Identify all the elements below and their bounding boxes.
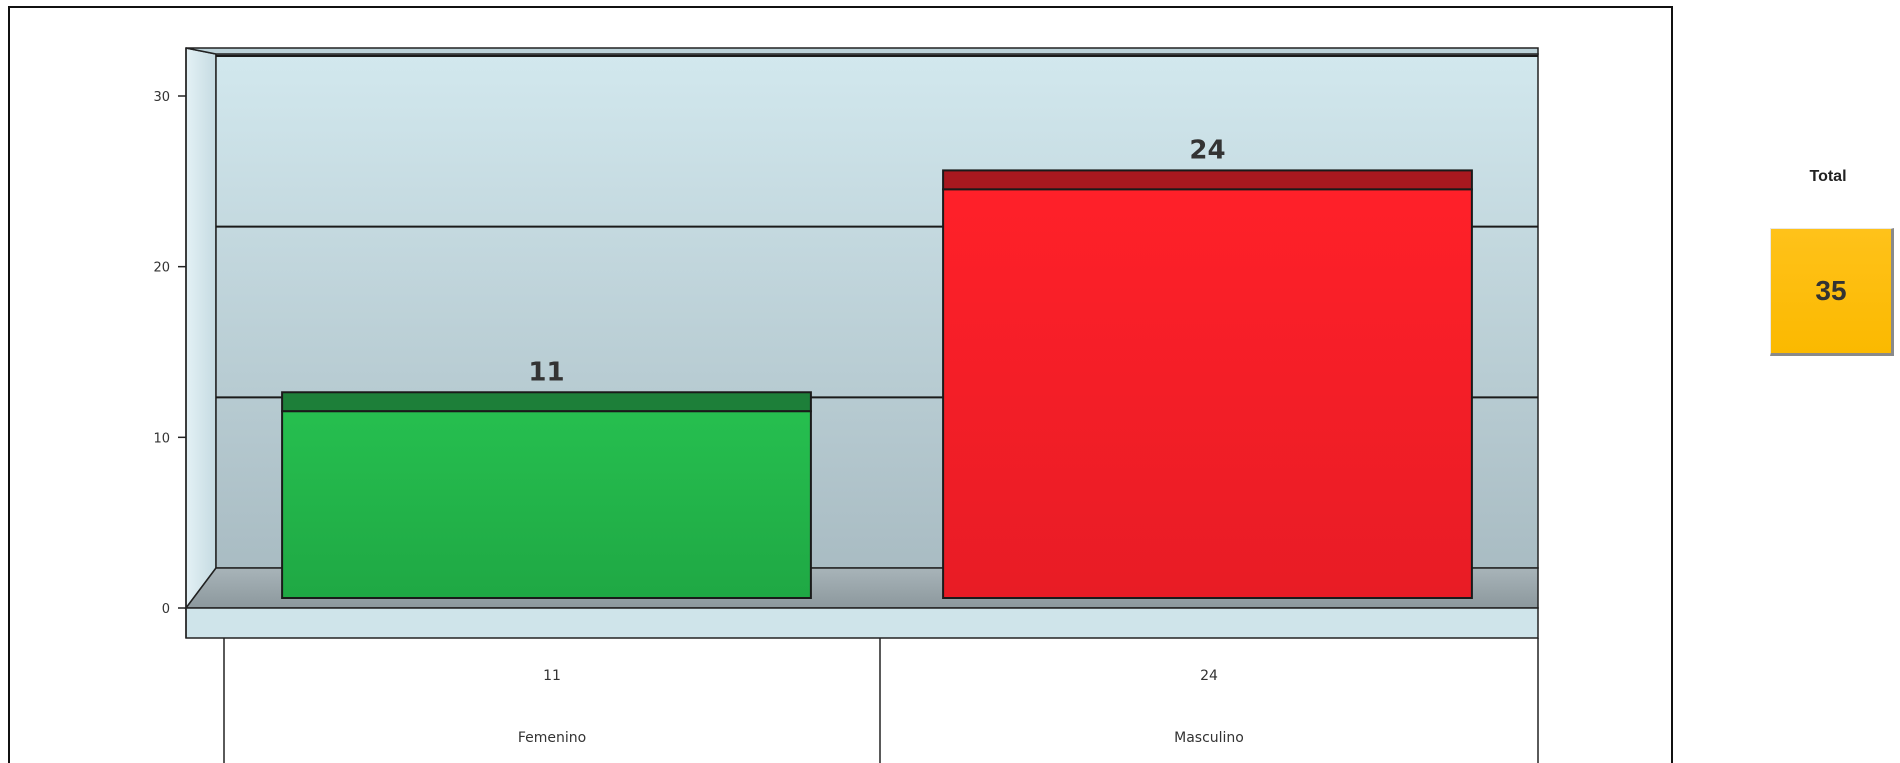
data-label: 11	[528, 357, 564, 387]
table-category-cell: Masculino	[1174, 730, 1244, 746]
bar-top-masculino	[942, 169, 1473, 191]
y-tick-label: 0	[162, 602, 170, 617]
table-value-cell: 24	[1200, 668, 1218, 684]
y-tick-label: 20	[153, 261, 170, 276]
top-edge	[185, 47, 1539, 55]
bar-femenino	[281, 410, 812, 599]
floor-front-band	[185, 607, 1539, 639]
side-wall	[185, 47, 217, 611]
bar-top-femenino	[281, 391, 812, 413]
bar-masculino	[942, 188, 1473, 599]
table-value-cell: 11	[543, 668, 561, 684]
y-tick-label: 30	[153, 90, 170, 105]
total-label: Total	[1809, 168, 1847, 185]
bar-chart: 0 10 20 30 11 24 11 24 Femenino Masculino	[153, 47, 1539, 763]
table-category-cell: Femenino	[518, 730, 586, 746]
chart-panel: 0 10 20 30 11 24 11 24 Femenino Masculino	[8, 6, 1673, 763]
data-label: 24	[1189, 135, 1225, 165]
y-tick-label: 10	[153, 431, 170, 446]
total-value-badge: 35	[1770, 228, 1894, 356]
